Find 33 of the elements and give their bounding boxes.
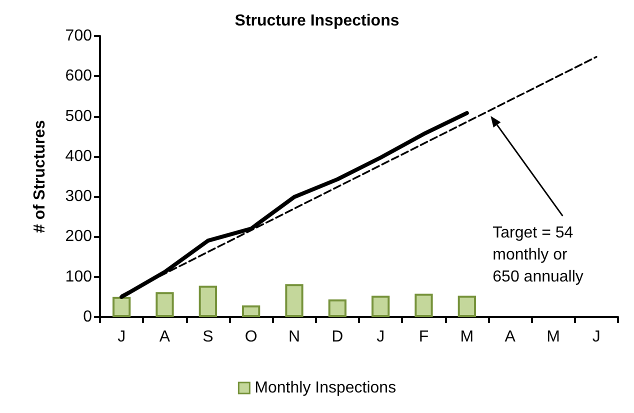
y-tick-label: 400 (65, 148, 92, 165)
bar (242, 305, 260, 317)
bar (156, 292, 174, 317)
x-tick-label: O (244, 328, 258, 346)
y-tick-label: 100 (65, 268, 92, 286)
annotation: Target = 54 monthly or 650 annually (492, 224, 584, 286)
bar (198, 286, 217, 317)
y-tick-label: 700 (65, 28, 92, 44)
x-tick-label: J (592, 328, 600, 346)
bar (285, 284, 304, 317)
chart-title: Structure Inspections (234, 12, 400, 30)
x-tick-label: M (546, 328, 560, 346)
bar (458, 296, 476, 317)
x-tick-label: F (418, 328, 429, 346)
bar (328, 299, 346, 317)
bar (112, 296, 131, 317)
legend-label: Monthly Inspections (254, 380, 396, 396)
y-tick-label: 300 (65, 188, 92, 206)
bar (372, 296, 390, 317)
y-tick-label: 0 (83, 308, 92, 326)
bar (414, 294, 433, 317)
x-tick-label: J (118, 328, 126, 346)
x-tick-label: D (332, 328, 344, 346)
y-axis-title: # of Structures (32, 120, 48, 233)
y-tick-label: 600 (65, 68, 92, 85)
x-tick-label: N (288, 328, 300, 346)
x-tick-label: S (202, 328, 214, 346)
y-tick-label: 200 (65, 228, 92, 246)
x-tick-label: A (504, 328, 516, 346)
x-tick-label: A (159, 328, 170, 346)
x-tick-label: M (460, 328, 474, 346)
x-tick-label: J (376, 328, 385, 346)
y-tick-label: 500 (65, 108, 92, 125)
